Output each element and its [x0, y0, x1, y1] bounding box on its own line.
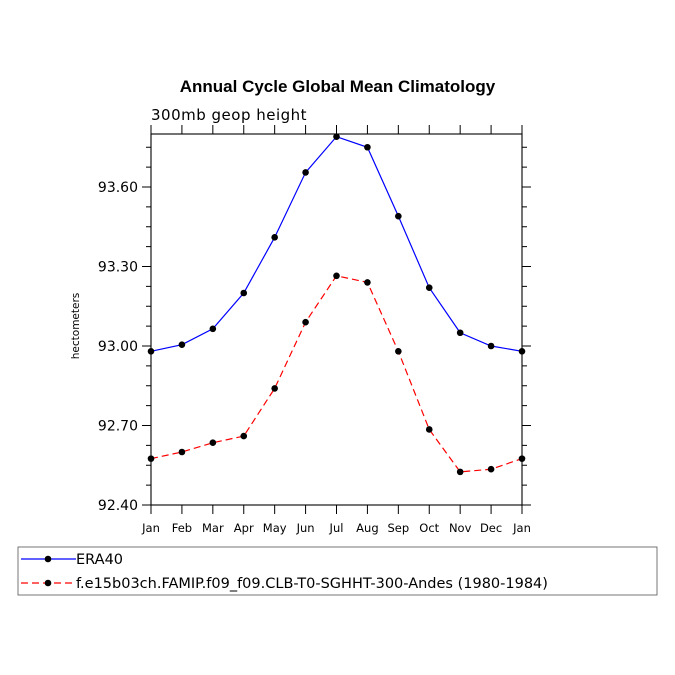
series-line-0 — [150, 135, 523, 352]
series-point-0 — [240, 289, 248, 297]
y-axis-label: hectometers — [70, 293, 82, 359]
series-point-1 — [456, 468, 464, 476]
x-tick-label: Jun — [296, 521, 315, 535]
x-tick-label: Oct — [419, 521, 439, 535]
series-point-1 — [364, 279, 371, 286]
series-point-1 — [333, 272, 340, 280]
y-tick-label: 93.60 — [98, 180, 138, 196]
x-tick-label: Aug — [356, 521, 378, 535]
chart-title: Annual Cycle Global Mean Climatology — [180, 77, 496, 96]
series-point-0 — [271, 234, 278, 241]
x-tick-label: May — [263, 521, 287, 535]
series-point-0 — [178, 341, 186, 348]
series-point-0 — [333, 133, 340, 140]
series-point-1 — [518, 455, 526, 462]
legend-label-1: f.e15b03ch.FAMIP.f09_f09.CLB-T0-SGHHT-30… — [76, 576, 548, 592]
series-point-0 — [147, 348, 155, 355]
series-point-0 — [518, 348, 526, 355]
x-tick-label: Nov — [449, 521, 472, 535]
series-point-0 — [487, 342, 495, 350]
x-tick-label: Jan — [512, 521, 531, 535]
y-tick-label: 93.30 — [98, 260, 138, 276]
series-point-0 — [395, 212, 402, 220]
series-point-1 — [240, 432, 248, 440]
chart-subtitle: 300mb geop height — [151, 106, 307, 124]
x-tick-label: Jul — [329, 521, 344, 535]
x-tick-label: Jan — [141, 521, 160, 535]
y-tick-label: 93.00 — [98, 339, 138, 355]
x-tick-label: Apr — [234, 521, 254, 535]
series-point-1 — [395, 348, 402, 355]
series-point-0 — [425, 284, 433, 292]
series-point-1 — [178, 448, 186, 456]
x-tick-label: Dec — [480, 521, 502, 535]
x-tick-label: Feb — [172, 521, 192, 535]
y-tick-label: 92.40 — [98, 498, 138, 514]
series-point-0 — [456, 329, 464, 337]
series-point-1 — [487, 465, 495, 473]
legend-label-0: ERA40 — [76, 552, 123, 568]
x-tick-label: Mar — [202, 521, 224, 535]
series-point-1 — [425, 426, 433, 433]
series-point-0 — [209, 325, 217, 333]
series-point-0 — [302, 169, 309, 176]
legend-marker-1 — [44, 579, 52, 587]
series-point-0 — [364, 143, 371, 151]
series-point-1 — [147, 455, 155, 462]
series-point-1 — [302, 318, 309, 326]
series-point-1 — [209, 439, 217, 447]
y-tick-label: 92.70 — [98, 419, 138, 435]
series-point-1 — [271, 385, 278, 392]
legend-box — [17, 546, 658, 596]
series-line-1 — [150, 275, 523, 473]
x-tick-label: Sep — [387, 521, 409, 535]
legend-marker-0 — [44, 555, 52, 563]
plot-frame — [150, 133, 523, 506]
